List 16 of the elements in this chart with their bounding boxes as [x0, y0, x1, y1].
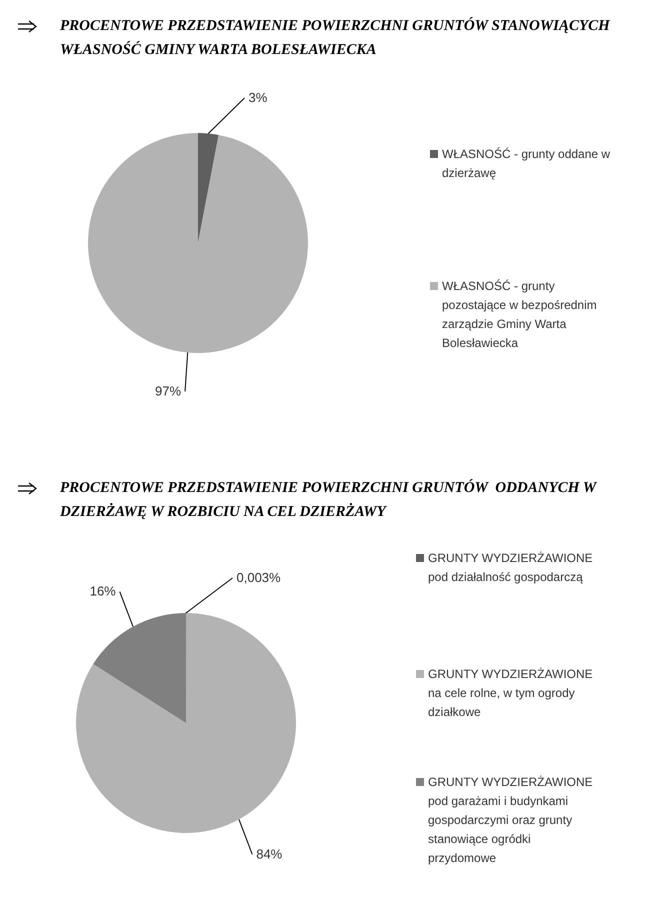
pie-slice — [76, 613, 296, 833]
data-label: 16% — [90, 584, 116, 599]
data-label: 84% — [256, 846, 283, 862]
legend-label: WŁASNOŚĆ - grunty pozostające w bezpośrednim zarządzie Gminy Warta Bolesławiecka — [442, 279, 597, 350]
data-label: 0,003% — [236, 570, 282, 585]
data-label: 3% — [248, 90, 268, 105]
pie-slice — [93, 613, 186, 723]
chart-title: PROCENTOWE PRZEDSTAWIENIE POWIERZCHNI GRUNTÓW ODDANYCH W DZIERŻAWĘ W ROZBICIU NA CEL DZIERŻAWY — [59, 479, 598, 520]
legend-label: GRUNTY WYDZIERŻAWIONE pod działalność gospodarczą — [428, 551, 593, 584]
pie-slice — [198, 133, 219, 243]
chart-title: PROCENTOWE PRZEDSTAWIENIE POWIERZCHNI GRUNTÓW STANOWIĄCYCH WŁASNOŚĆ GMINY WARTA BOLESŁAWIECKA — [60, 17, 612, 58]
data-label: 97% — [155, 383, 182, 398]
legend-label: WŁASNOŚĆ - grunty oddane w dzierżawę — [442, 147, 610, 180]
pie-slice — [88, 133, 308, 353]
legend-label: GRUNTY WYDZIERŻAWIONE pod garażami i budynkami gospodarczymi oraz grunty stanowiące ogródki przydomowe — [428, 775, 593, 865]
legend-label: GRUNTY WYDZIERŻAWIONE na cele rolne, w tym ogrody działkowe — [428, 667, 593, 719]
